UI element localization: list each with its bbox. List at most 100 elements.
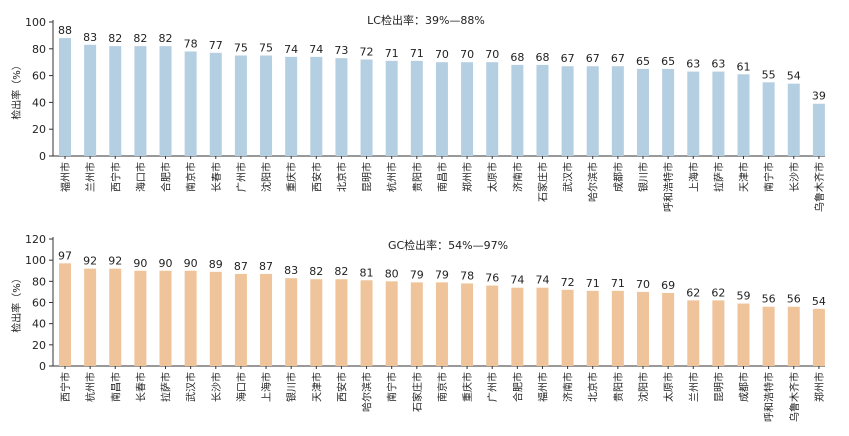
data-label: 82: [309, 265, 323, 278]
data-label: 72: [561, 276, 575, 289]
data-label: 56: [762, 293, 776, 306]
x-tick-label: 北京市: [587, 372, 600, 402]
x-tick-label: 合肥市: [160, 162, 173, 192]
bar: [285, 278, 298, 366]
x-tick-label: 成都市: [738, 372, 751, 402]
bar: [184, 51, 197, 157]
data-label: 70: [636, 278, 650, 291]
x-tick-label: 上海市: [687, 162, 700, 192]
data-label: 80: [385, 267, 399, 280]
data-label: 63: [686, 58, 700, 71]
data-label: 68: [535, 51, 549, 64]
data-label: 75: [234, 42, 248, 55]
bar: [586, 66, 599, 156]
x-tick-label: 长春市: [134, 372, 147, 402]
data-label: 70: [485, 48, 499, 61]
y-tick-label: 20: [32, 123, 46, 136]
x-tick-label: 贵阳市: [612, 372, 625, 402]
data-label: 68: [510, 51, 524, 64]
data-label: 72: [360, 46, 374, 59]
bar: [159, 270, 172, 366]
x-tick-label: 沈阳市: [260, 162, 273, 192]
data-label: 67: [611, 52, 625, 65]
data-label: 77: [209, 39, 223, 52]
lc-chart: LC检出率：39%—88% 检出率（%） 0 20 40 60 80 100 88 福州市 83 兰州…: [10, 13, 826, 212]
data-label: 59: [737, 290, 751, 303]
bar: [762, 82, 775, 156]
data-label: 65: [636, 55, 650, 68]
x-tick-label: 广州市: [235, 162, 248, 192]
x-tick-label: 武汉市: [185, 372, 198, 402]
x-tick-label: 天津市: [310, 372, 323, 402]
x-tick-label: 长沙市: [788, 162, 801, 192]
data-label: 74: [535, 274, 549, 287]
bar: [737, 74, 750, 156]
bar: [435, 62, 448, 157]
bar: [335, 58, 348, 156]
data-label: 89: [209, 258, 223, 271]
bar: [260, 273, 273, 366]
data-label: 62: [686, 286, 700, 299]
x-tick-label: 哈尔滨市: [361, 372, 374, 412]
bar: [662, 68, 675, 156]
bar: [636, 291, 649, 366]
bar: [310, 279, 323, 366]
bar: [59, 263, 71, 366]
bar: [762, 306, 775, 366]
bar: [234, 273, 247, 366]
data-label: 75: [259, 42, 273, 55]
y-tick-label: 100: [25, 16, 46, 29]
x-tick-label: 杭州市: [386, 162, 399, 192]
x-tick-label: 兰州市: [84, 162, 97, 192]
bar: [184, 270, 197, 366]
x-tick-label: 昆明市: [361, 162, 374, 192]
x-tick-label: 石家庄市: [411, 372, 424, 412]
bar: [260, 55, 273, 156]
bar: [209, 271, 222, 366]
x-tick-label: 西宁市: [109, 162, 122, 192]
bar: [812, 103, 825, 156]
bar: [461, 62, 474, 157]
data-label: 70: [435, 48, 449, 61]
data-label: 61: [737, 60, 751, 73]
data-label: 82: [133, 32, 147, 45]
x-tick-label: 拉萨市: [712, 162, 725, 192]
data-label: 71: [586, 277, 600, 290]
bar: [134, 46, 147, 157]
bar: [335, 279, 348, 366]
data-label: 63: [711, 58, 725, 71]
y-tick-label: 80: [32, 43, 46, 56]
x-tick-label: 福州市: [536, 372, 549, 402]
x-tick-label: 呼和浩特市: [763, 372, 776, 422]
data-label: 56: [787, 293, 801, 306]
x-tick-label: 长沙市: [210, 372, 223, 402]
x-tick-label: 哈尔滨市: [587, 162, 600, 202]
bar: [787, 83, 800, 156]
x-tick-label: 长春市: [210, 162, 223, 192]
data-label: 74: [510, 274, 524, 287]
data-label: 79: [435, 268, 449, 281]
x-tick-label: 贵阳市: [411, 162, 424, 192]
x-tick-label: 南宁市: [763, 162, 776, 192]
data-label: 83: [83, 31, 97, 44]
data-label: 69: [661, 279, 675, 292]
bar: [812, 308, 825, 366]
x-tick-label: 兰州市: [687, 372, 700, 402]
bar: [611, 290, 624, 366]
x-tick-label: 银川市: [637, 162, 650, 192]
y-tick-label: 100: [25, 254, 46, 267]
x-tick-label: 石家庄市: [536, 162, 549, 202]
gc-chart: GC检出率：54%—97% 检出率（%） 0 20 40 60 80 100 120 97 西宁市 9…: [10, 233, 826, 422]
y-tick-label: 60: [32, 70, 46, 83]
x-tick-label: 西安市: [310, 162, 323, 192]
data-label: 71: [410, 47, 424, 60]
data-label: 71: [611, 277, 625, 290]
data-label: 54: [812, 295, 826, 308]
x-tick-label: 西宁市: [59, 372, 72, 402]
bar: [636, 68, 649, 156]
bar: [461, 283, 474, 366]
x-tick-label: 重庆市: [285, 162, 298, 192]
bar: [59, 38, 71, 156]
bar: [511, 64, 524, 156]
